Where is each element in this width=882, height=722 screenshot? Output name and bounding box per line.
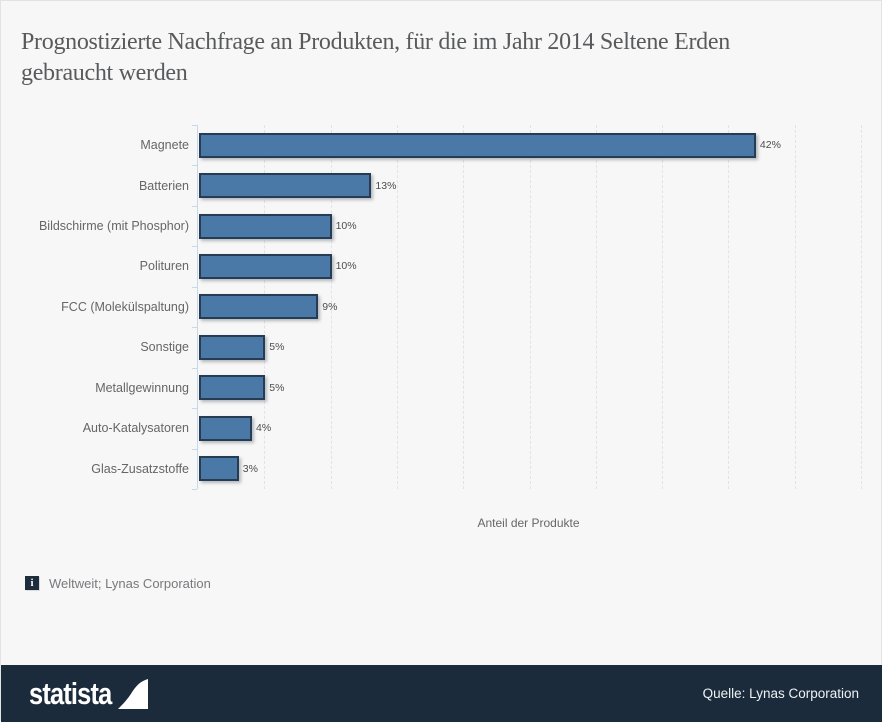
bar	[199, 456, 239, 482]
y-axis-tick	[192, 125, 197, 126]
value-label: 9%	[322, 300, 338, 313]
y-axis-tick	[192, 449, 197, 450]
category-label: Glas-Zusatzstoffe	[91, 461, 189, 476]
gridline	[728, 125, 730, 489]
category-label: Sonstige	[140, 340, 189, 355]
footer-bar: statista Quelle: Lynas Corporation	[1, 665, 882, 722]
bar-row: 13%	[198, 165, 861, 205]
value-label: 42%	[759, 139, 781, 152]
value-label: 5%	[269, 341, 285, 354]
bar-row: 5%	[198, 368, 861, 408]
bar	[199, 334, 266, 360]
value-label: 3%	[242, 462, 258, 475]
category-label: Polituren	[139, 259, 189, 274]
gridline	[529, 125, 531, 489]
bar	[199, 294, 319, 320]
bar-row: 3%	[198, 449, 861, 489]
value-label: 10%	[335, 260, 357, 273]
chart-title: Prognostizierte Nachfrage an Produkten, …	[21, 29, 730, 86]
footnote-text: Weltweit; Lynas Corporation	[49, 575, 211, 591]
gridline	[595, 125, 597, 489]
bar	[199, 375, 266, 401]
bar-row: 5%	[198, 327, 861, 367]
bar	[199, 415, 252, 441]
value-label: 4%	[256, 422, 272, 435]
statista-logo-mark	[117, 678, 148, 709]
bar-row: 10%	[198, 246, 861, 286]
bar-row: 4%	[198, 408, 861, 448]
bar	[199, 173, 372, 199]
category-label: Magnete	[140, 138, 189, 153]
y-axis-tick	[192, 327, 197, 328]
category-label: Metallgewinnung	[95, 380, 189, 395]
bar-row: 42%	[198, 125, 861, 165]
value-label: 13%	[375, 179, 397, 192]
y-axis-tick	[192, 246, 197, 247]
gridline	[794, 125, 796, 489]
info-icon[interactable]: i	[25, 576, 39, 590]
footnote: i Weltweit; Lynas Corporation	[25, 575, 211, 591]
statista-logo[interactable]: statista	[29, 678, 148, 709]
y-axis-labels: Magnete Batterien Bildschirme (mit Phospho…	[1, 125, 189, 489]
y-axis-tick	[192, 206, 197, 207]
category-label: FCC (Molekülspaltung)	[61, 299, 189, 314]
gridline	[330, 125, 332, 489]
gridline	[463, 125, 465, 489]
y-axis-tick	[192, 408, 197, 409]
y-axis-tick	[192, 489, 197, 490]
bar-row: 10%	[198, 206, 861, 246]
source-text: Quelle: Lynas Corporation	[702, 686, 859, 701]
y-axis-tick	[192, 368, 197, 369]
bar-row: 9%	[198, 287, 861, 327]
statista-wordmark: statista	[29, 676, 112, 711]
category-label: Auto-Katalysatoren	[82, 421, 189, 436]
bar	[199, 132, 756, 158]
gridline	[861, 125, 862, 489]
y-axis-tick	[192, 287, 197, 288]
category-label: Batterien	[138, 178, 189, 193]
bar	[199, 213, 332, 239]
gridline	[396, 125, 398, 489]
x-axis-title: Anteil der Produkte	[477, 516, 580, 530]
gridline	[662, 125, 664, 489]
value-label: 10%	[335, 220, 357, 233]
category-label: Bildschirme (mit Phosphor)	[38, 219, 189, 234]
y-axis-tick	[192, 165, 197, 166]
plot-area: 42% 13% 10% 10% 9% 5% 5% 4% 3%	[192, 125, 862, 490]
value-label: 5%	[269, 381, 285, 394]
bar	[199, 253, 332, 279]
